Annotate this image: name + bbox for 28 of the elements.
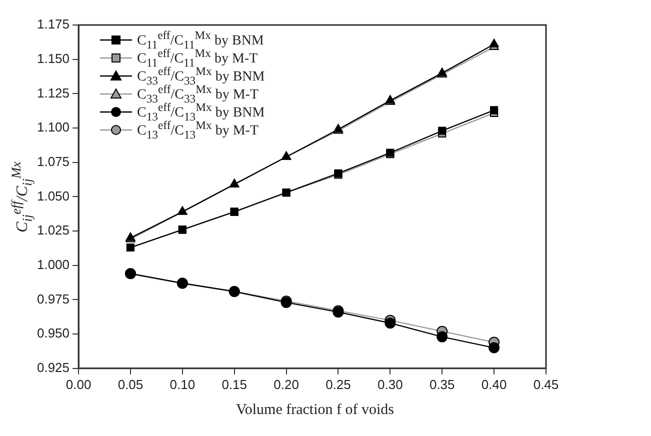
x-tick-label: 0.40 <box>481 376 507 392</box>
y-tick-label: 1.125 <box>36 85 70 100</box>
x-tick-label: 0.35 <box>429 376 455 392</box>
y-tick-label: 1.075 <box>36 154 70 169</box>
point <box>490 106 498 114</box>
point <box>489 38 499 48</box>
point <box>384 318 396 329</box>
point <box>438 126 446 135</box>
x-tick-label: 0.25 <box>326 376 351 392</box>
x-tick-label: 0.00 <box>66 376 92 392</box>
y-tick-label: 0.950 <box>36 326 70 341</box>
y-tick-label: 1.150 <box>36 50 70 66</box>
x-tick-label: 0.30 <box>378 376 403 392</box>
x-axis-title: Volume fraction f of voids <box>234 402 396 419</box>
y-tick-label: 0.925 <box>36 360 70 375</box>
x-tick-label: 0.10 <box>170 376 196 392</box>
point <box>436 331 448 342</box>
y-tick-label: 1.175 <box>36 16 70 32</box>
point <box>488 342 500 354</box>
y-tick-label: 0.975 <box>36 291 70 306</box>
y-tick-label: 1.050 <box>36 188 70 204</box>
y-tick-label: 1.025 <box>36 222 70 238</box>
x-tick-label: 0.45 <box>533 376 559 392</box>
y-tick-label: 1.100 <box>36 120 70 135</box>
y-tick-label: 1.000 <box>36 256 70 272</box>
x-tick-label: 0.20 <box>274 376 299 392</box>
x-tick-label: 0.05 <box>118 376 144 392</box>
x-tick-label: 0.15 <box>222 376 248 392</box>
